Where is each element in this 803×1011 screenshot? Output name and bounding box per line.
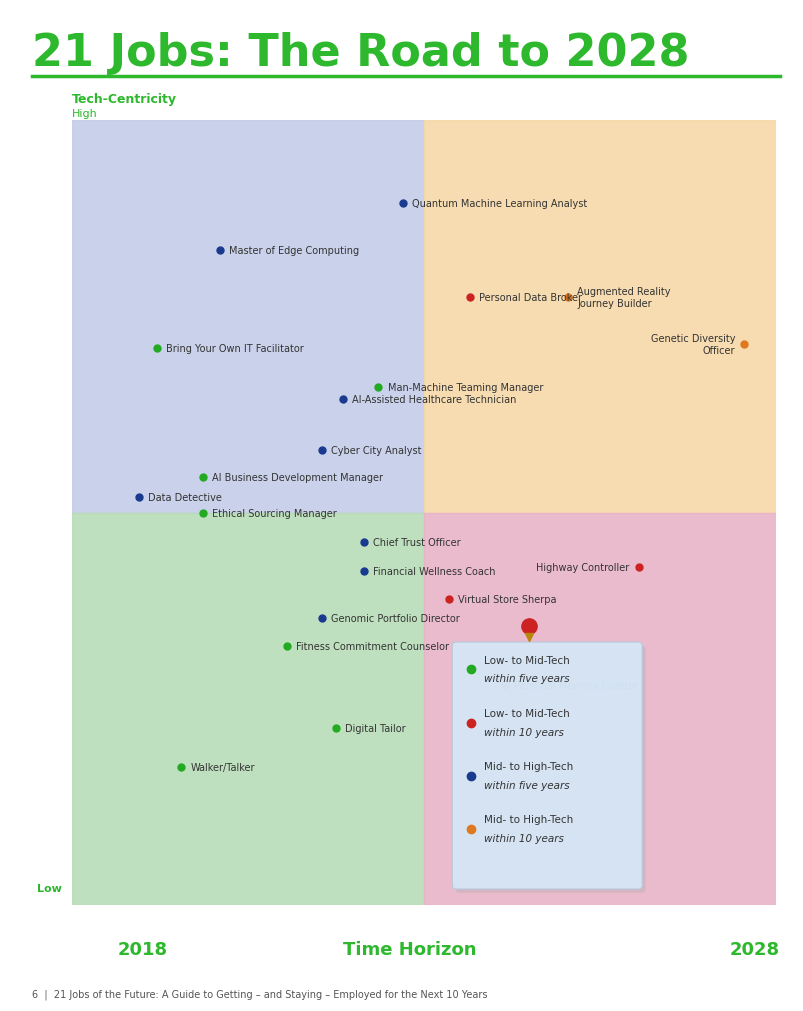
Text: Bring Your Own IT Facilitator: Bring Your Own IT Facilitator — [165, 344, 304, 354]
Text: within five years: within five years — [483, 779, 569, 790]
Text: Fitness Commitment Counselor: Fitness Commitment Counselor — [296, 641, 449, 651]
Text: 2028: 2028 — [729, 940, 779, 958]
Text: Time Horizon: Time Horizon — [343, 940, 476, 958]
Text: Quantum Machine Learning Analyst: Quantum Machine Learning Analyst — [412, 198, 587, 208]
FancyBboxPatch shape — [455, 646, 645, 893]
Text: within 10 years: within 10 years — [483, 833, 563, 843]
Text: High: High — [72, 109, 98, 119]
Text: AI-Assisted Healthcare Technician: AI-Assisted Healthcare Technician — [352, 394, 516, 404]
Text: Highway Controller: Highway Controller — [536, 563, 629, 573]
Bar — [424, 121, 775, 513]
Bar — [72, 121, 424, 513]
Text: 6  |  21 Jobs of the Future: A Guide to Getting – and Staying – Employed for the: 6 | 21 Jobs of the Future: A Guide to Ge… — [32, 989, 487, 999]
Text: Man-Machine Teaming Manager: Man-Machine Teaming Manager — [387, 383, 542, 392]
Text: within 10 years: within 10 years — [483, 727, 563, 737]
Text: Low: Low — [37, 883, 62, 893]
Text: 2018: 2018 — [117, 940, 168, 958]
FancyBboxPatch shape — [452, 642, 642, 890]
Text: Data Detective: Data Detective — [148, 492, 222, 502]
Text: AI Business Development Manager: AI Business Development Manager — [211, 473, 382, 483]
Text: Financial Wellness Coach: Financial Wellness Coach — [373, 567, 495, 577]
Text: Tech-Centricity: Tech-Centricity — [72, 93, 177, 106]
Text: Personal Memory Curator: Personal Memory Curator — [514, 680, 638, 691]
Text: Ethical Sourcing Manager: Ethical Sourcing Manager — [211, 509, 336, 518]
Text: Virtual Store Sherpa: Virtual Store Sherpa — [458, 594, 556, 605]
Text: Low- to Mid-Tech: Low- to Mid-Tech — [483, 655, 569, 665]
Text: Digital Tailor: Digital Tailor — [345, 724, 406, 734]
Bar — [424, 513, 775, 905]
Text: Augmented Reality
Journey Builder: Augmented Reality Journey Builder — [577, 286, 671, 308]
Text: Genetic Diversity
Officer: Genetic Diversity Officer — [650, 334, 734, 356]
Text: Cyber City Analyst: Cyber City Analyst — [331, 446, 422, 455]
Text: Mid- to High-Tech: Mid- to High-Tech — [483, 761, 573, 771]
Text: Master of Edge Computing: Master of Edge Computing — [229, 246, 359, 256]
Text: Walker/Talker: Walker/Talker — [190, 762, 255, 772]
Bar — [72, 513, 424, 905]
Text: Mid- to High-Tech: Mid- to High-Tech — [483, 815, 573, 824]
Text: 21 Jobs: The Road to 2028: 21 Jobs: The Road to 2028 — [32, 32, 689, 75]
Text: within five years: within five years — [483, 673, 569, 683]
Text: Personal Data Broker: Personal Data Broker — [479, 292, 581, 302]
Text: Genomic Portfolio Director: Genomic Portfolio Director — [331, 614, 459, 624]
Text: Chief Trust Officer: Chief Trust Officer — [373, 538, 460, 548]
Text: Low- to Mid-Tech: Low- to Mid-Tech — [483, 708, 569, 718]
